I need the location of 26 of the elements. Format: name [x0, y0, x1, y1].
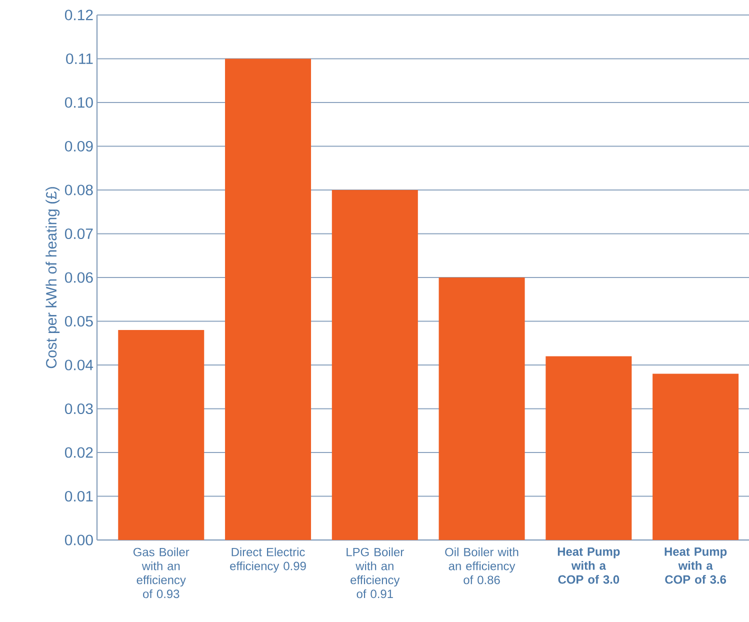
bar — [332, 190, 418, 540]
bar — [652, 374, 739, 540]
bar — [225, 58, 312, 540]
y-tick-label: 0.00 — [64, 534, 93, 546]
y-tick-label: 0.05 — [64, 316, 93, 327]
y-tick-label: 0.10 — [64, 97, 93, 108]
y-tick-label: 0.06 — [64, 272, 93, 283]
y-tick-label: 0.12 — [64, 10, 93, 20]
y-tick-label: 0.08 — [64, 184, 93, 196]
bar — [118, 330, 204, 540]
x-tick-label: Gas Boiler with an efficiency of 0.93 — [133, 548, 190, 598]
y-axis-title: Cost per kWh of heating (£) — [46, 187, 60, 368]
y-tick-label: 0.03 — [64, 403, 93, 414]
y-tick-label: 0.09 — [64, 140, 93, 152]
y-tick-label: 0.04 — [64, 360, 94, 370]
x-tick-label: Heat Pump with a COP of 3.6 — [664, 548, 727, 584]
y-tick-label: 0.11 — [66, 53, 93, 64]
bar — [438, 277, 525, 540]
x-tick-label: LPG Boiler with an efficiency of 0.91 — [346, 548, 404, 598]
x-tick-label: Heat Pump with a COP of 3.0 — [558, 548, 620, 584]
x-tick-label: Direct Electric efficiency 0.99 — [230, 548, 306, 573]
y-tick-label: 0.01 — [64, 490, 93, 502]
bar — [546, 356, 632, 540]
y-tick-label: 0.02 — [64, 447, 93, 458]
x-tick-label: Oil Boiler with an efficiency of 0.86 — [445, 548, 518, 584]
y-tick-label: 0.07 — [64, 228, 93, 240]
